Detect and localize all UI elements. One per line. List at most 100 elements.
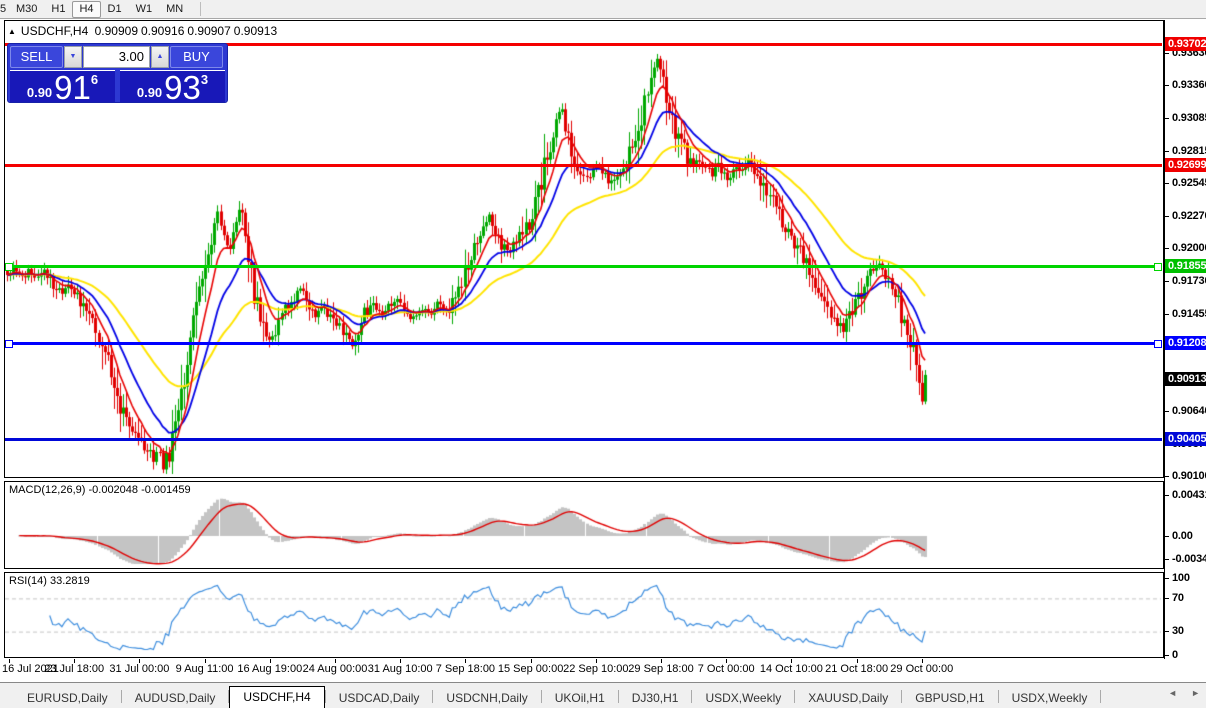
price-tick-mark (1165, 411, 1169, 412)
macd-scale-label: 0.00431 (1172, 489, 1206, 501)
rsi-tick-mark (1165, 655, 1169, 656)
line-handle[interactable] (1154, 340, 1162, 348)
rsi-tick-mark (1165, 598, 1169, 599)
chart-tab-XAUUSD-Daily[interactable]: XAUUSD,Daily (808, 691, 889, 705)
time-tick-label: 31 Aug 10:00 (367, 663, 433, 675)
price-tick-mark (1165, 85, 1169, 86)
collapse-triangle-icon[interactable]: ▲ (8, 27, 16, 36)
timeframe-toolbar: 5 M30 H1 H4 D1 W1 MN (0, 0, 1206, 19)
chart-tab-USDX-Weekly[interactable]: USDX,Weekly (1011, 691, 1088, 705)
time-tick-label: 16 Aug 19:00 (237, 663, 303, 675)
price-tag-0.91855: 0.91855 (1165, 258, 1206, 273)
timeframe-button-mn[interactable]: MN (166, 3, 184, 15)
horizontal-line-0.92699[interactable] (5, 164, 1162, 167)
time-tick-mark (205, 659, 206, 663)
tabs-scroll-left-icon[interactable]: ◄ (1168, 688, 1178, 698)
sell-price-button[interactable]: 0.90 91 6 (10, 70, 115, 104)
macd-scale-label: 0.00 (1172, 530, 1193, 542)
chart-tab-AUDUSD-Daily[interactable]: AUDUSD,Daily (134, 691, 216, 705)
macd-scale-label: -0.003405 (1172, 553, 1206, 565)
macd-values: -0.002048 -0.001459 (88, 484, 191, 496)
rsi-tick-mark (1165, 631, 1169, 632)
line-handle[interactable] (5, 340, 13, 348)
time-tick-mark (922, 659, 923, 663)
timeframe-button-h4[interactable]: H4 (72, 0, 101, 18)
volume-increase-button[interactable]: ▲ (151, 46, 169, 68)
chart-tab-USDX-Weekly[interactable]: USDX,Weekly (705, 691, 782, 705)
chart-tab-EURUSD-Daily[interactable]: EURUSD,Daily (27, 691, 108, 705)
horizontal-line-0.91855[interactable] (5, 265, 1162, 268)
tabs-scroll-right-icon[interactable]: ► (1191, 688, 1200, 698)
horizontal-line-0.93702[interactable] (5, 43, 1162, 46)
chart-tab-DJ30-H1[interactable]: DJ30,H1 (631, 691, 679, 705)
time-tick-label: 29 Sep 18:00 (628, 663, 694, 675)
price-tick-label: 0.92815 (1172, 144, 1206, 157)
tab-separator (228, 689, 230, 703)
horizontal-line-0.91208[interactable] (5, 342, 1162, 345)
price-tick-mark (1165, 118, 1169, 119)
tab-separator (997, 689, 999, 703)
rsi-scale-label: 0 (1172, 649, 1178, 661)
timeframe-button-h1[interactable]: H1 (51, 3, 66, 15)
time-tick-mark (726, 659, 727, 663)
time-tick-label: 22 Sep 10:00 (563, 663, 629, 675)
price-tag-0.93702: 0.93702 (1165, 37, 1206, 52)
time-tick-mark (400, 659, 401, 663)
line-handle[interactable] (5, 263, 13, 271)
buy-price-big: 93 (164, 69, 201, 106)
chart-tab-USDCNH-Daily[interactable]: USDCNH,Daily (446, 691, 528, 705)
horizontal-line-0.90405[interactable] (5, 438, 1162, 441)
tab-separator (1100, 689, 1102, 703)
tab-separator (324, 689, 326, 703)
sell-button[interactable]: SELL (10, 46, 63, 68)
macd-tick-mark (1165, 559, 1169, 560)
time-tick-mark (857, 659, 858, 663)
chart-tab-USDCHF-H4[interactable]: USDCHF,H4 (229, 686, 325, 708)
price-tag-0.91208: 0.91208 (1165, 336, 1206, 351)
price-tick-mark (1165, 216, 1169, 217)
timeframe-button-d1[interactable]: D1 (107, 3, 122, 15)
tab-separator (540, 689, 542, 703)
time-tick-label: 21 Oct 18:00 (825, 663, 889, 675)
rsi-tick-mark (1165, 578, 1169, 579)
price-tick-mark (1165, 151, 1169, 152)
chart-tab-GBPUSD-H1[interactable]: GBPUSD,H1 (915, 691, 985, 705)
toolbar-separator (200, 2, 202, 16)
chart-ohlc-header: ▲ USDCHF,H4 0.90909 0.90916 0.90907 0.90913 (8, 24, 280, 38)
timeframe-button-m30[interactable]: M30 (16, 3, 38, 15)
time-tick-mark (661, 659, 662, 663)
buy-price-pip: 3 (200, 72, 209, 87)
timeframe-button-5[interactable]: 5 (0, 3, 7, 15)
line-handle[interactable] (1154, 263, 1162, 271)
price-tick-mark (1165, 281, 1169, 282)
time-tick-mark (270, 659, 271, 663)
time-tick-mark (9, 659, 10, 663)
tab-separator (432, 689, 434, 703)
time-tick-mark (139, 659, 140, 663)
macd-tick-mark (1165, 495, 1169, 496)
price-axis-line (1164, 20, 1165, 659)
buy-price-prefix: 0.90 (136, 85, 163, 100)
time-tick-mark (596, 659, 597, 663)
buy-price-button[interactable]: 0.90 93 3 (120, 69, 225, 106)
price-tag-0.90405: 0.90405 (1165, 432, 1206, 447)
time-tick-label: 24 Aug 00:00 (302, 663, 368, 675)
rsi-scale-label: 30 (1172, 625, 1184, 637)
volume-decrease-button[interactable]: ▼ (64, 46, 82, 68)
price-tick-label: 0.92545 (1172, 177, 1206, 189)
volume-input[interactable]: 3.00 (83, 46, 150, 68)
timeframe-button-w1[interactable]: W1 (135, 3, 153, 15)
buy-button[interactable]: BUY (170, 46, 223, 68)
chart-tab-USDCAD-Daily[interactable]: USDCAD,Daily (338, 691, 420, 705)
time-tick-label: 7 Oct 00:00 (697, 663, 755, 675)
tab-separator (120, 689, 122, 703)
time-tick-label: 23 Jul 18:00 (44, 663, 105, 675)
close-value: 0.90913 (233, 24, 278, 38)
time-tick-mark (791, 659, 792, 663)
rsi-indicator-panel: RSI(14) 33.2819 (4, 572, 1164, 658)
chart-tab-UKOil-H1[interactable]: UKOil,H1 (554, 691, 605, 705)
